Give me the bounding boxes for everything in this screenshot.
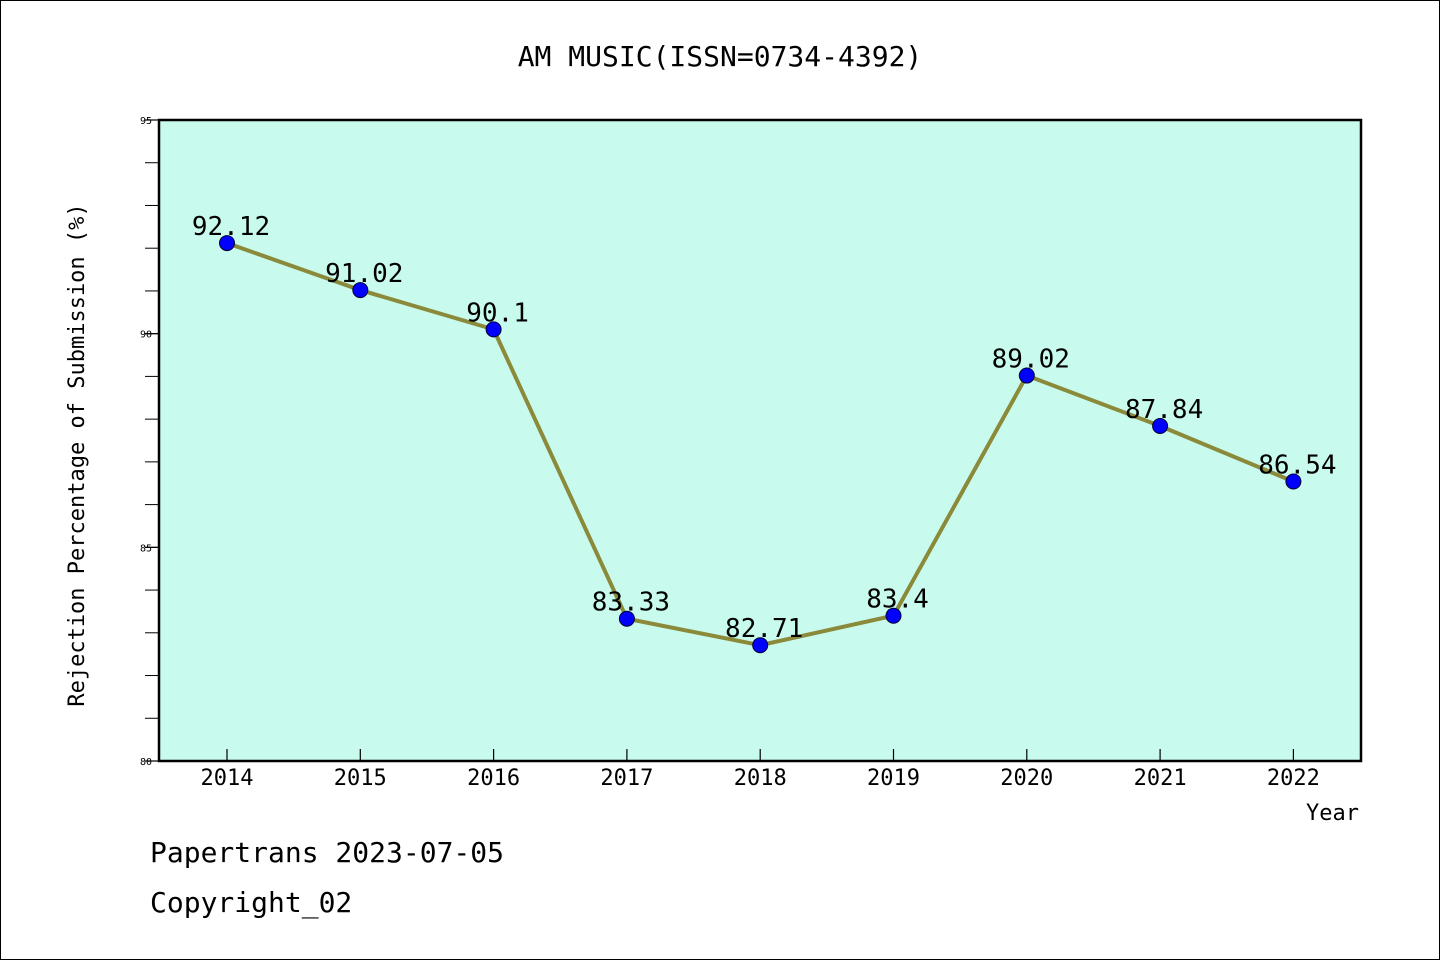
data-point: [1018, 367, 1035, 384]
y-tick-label: 80: [140, 757, 152, 768]
data-label: 82.71: [725, 614, 803, 644]
data-label: 87.84: [1125, 395, 1203, 425]
x-axis-label: Year: [1306, 801, 1359, 826]
x-tick-label: 2016: [467, 766, 520, 791]
x-tick-label: 2022: [1267, 766, 1320, 791]
data-point: [1152, 417, 1169, 434]
data-label: 89.02: [992, 345, 1070, 375]
data-point: [618, 610, 635, 627]
x-tick-label: 2021: [1134, 766, 1187, 791]
x-tick-label: 2018: [734, 766, 787, 791]
y-axis-label: Rejection Percentage of Submission (%): [65, 203, 90, 706]
y-tick-label: 90: [140, 330, 152, 341]
data-label: 92.12: [192, 212, 270, 242]
y-tick-label: 95: [140, 116, 152, 127]
data-point: [1285, 473, 1302, 490]
data-label: 90.1: [466, 298, 529, 328]
data-point: [352, 282, 369, 299]
footer-date: Papertrans 2023-07-05: [150, 836, 505, 869]
x-tick-label: 2017: [600, 766, 653, 791]
x-tick-label: 2019: [867, 766, 920, 791]
data-point: [752, 637, 769, 654]
data-label: 86.54: [1258, 451, 1336, 481]
data-point: [485, 321, 502, 338]
y-axis: 80 85 90 95: [140, 116, 159, 768]
footer-copyright: Copyright_02: [150, 886, 353, 919]
x-axis: 2014 2015 2016 2017 2018 2019 2020 2021 2022: [201, 749, 1320, 791]
series-layer: 92.12 91.02 90.1 83.33 82.71 83.4 89.02 87.84 86…: [192, 212, 1337, 654]
data-label: 83.33: [592, 588, 670, 618]
y-tick-label: 85: [140, 543, 152, 554]
x-tick-label: 2015: [334, 766, 387, 791]
chart-title: AM MUSIC(ISSN=0734-4392): [518, 40, 923, 73]
data-point: [885, 607, 902, 624]
data-label: 83.4: [866, 585, 929, 615]
data-point: [219, 235, 235, 252]
data-label: 91.02: [325, 259, 403, 289]
x-tick-label: 2014: [201, 766, 254, 791]
x-tick-label: 2020: [1000, 766, 1053, 791]
plot-area: [157, 118, 1363, 763]
